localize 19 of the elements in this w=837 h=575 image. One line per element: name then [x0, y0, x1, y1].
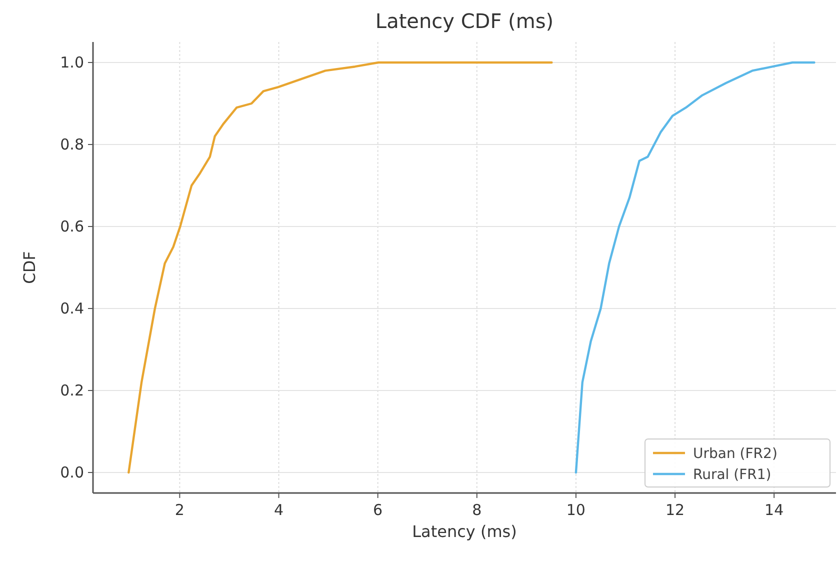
x-tick-label: 6	[373, 501, 383, 519]
x-tick-label: 2	[174, 501, 184, 519]
line-series	[128, 61, 553, 474]
y-tick-label: 0.6	[60, 218, 84, 236]
x-tick-label: 12	[665, 501, 685, 519]
y-axis-title: CDF	[20, 251, 39, 284]
chart-title: Latency CDF (ms)	[375, 9, 554, 33]
legend-label: Urban (FR2)	[693, 446, 778, 462]
x-tick-label: 8	[472, 501, 482, 519]
y-tick-label: 0.4	[60, 300, 84, 318]
y-tick-label: 0.2	[60, 382, 84, 400]
y-tick-label: 0.0	[60, 464, 84, 482]
x-tick-label: 10	[566, 501, 586, 519]
y-tick-label: 0.8	[60, 136, 84, 154]
x-tick-label: 14	[764, 501, 784, 519]
legend-label: Rural (FR1)	[693, 467, 772, 483]
y-tick-label: 1.0	[60, 54, 84, 72]
x-tick-label: 4	[274, 501, 284, 519]
x-axis-title: Latency (ms)	[412, 522, 517, 541]
